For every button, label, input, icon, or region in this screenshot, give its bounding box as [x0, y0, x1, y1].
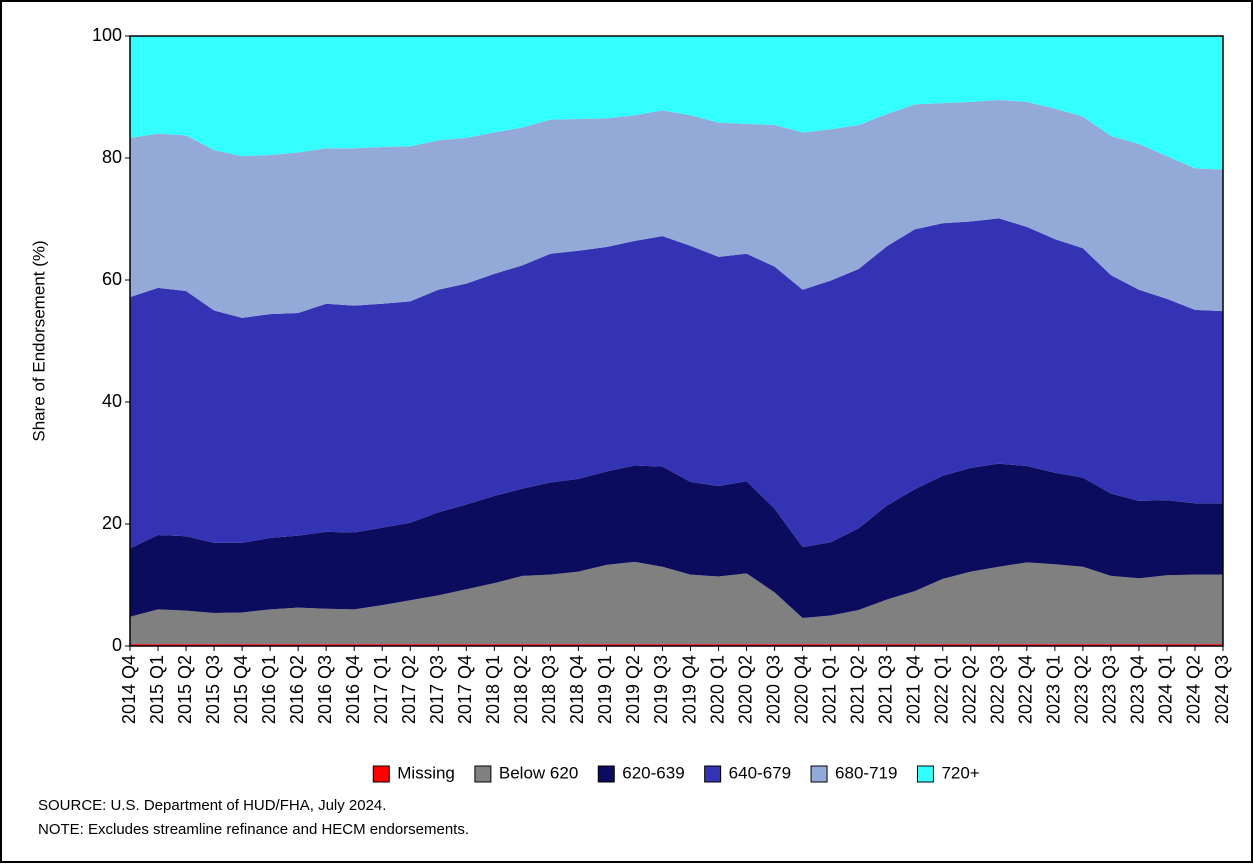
- x-tick-label: 2015 Q2: [175, 655, 195, 724]
- x-tick-label: 2023 Q1: [1044, 655, 1064, 724]
- legend-label: 720+: [941, 763, 979, 782]
- x-tick-label: 2019 Q1: [595, 655, 615, 724]
- y-tick-label: 20: [102, 513, 122, 533]
- x-tick-label: 2020 Q4: [791, 655, 811, 724]
- area: [130, 561, 1223, 645]
- legend-label: Missing: [397, 763, 455, 782]
- x-tick-label: 2020 Q2: [735, 655, 755, 724]
- legend-swatch: [810, 765, 828, 783]
- x-tick-label: 2017 Q2: [399, 655, 419, 724]
- legend-swatch: [704, 765, 722, 783]
- x-tick-label: 2019 Q2: [623, 655, 643, 724]
- source: SOURCE: U.S. Department of HUD/FHA, July…: [38, 797, 386, 814]
- x-tick-label: 2024 Q2: [1184, 655, 1204, 724]
- area: [130, 36, 1223, 170]
- legend-label: Below 620: [499, 763, 578, 782]
- x-tick-label: 2021 Q2: [847, 655, 867, 724]
- legend-item: Below 620: [474, 763, 578, 783]
- legend-swatch: [372, 765, 390, 783]
- x-tick-label: 2024 Q1: [1156, 655, 1176, 724]
- x-tick-label: 2015 Q4: [231, 655, 251, 724]
- legend-label: 620-639: [622, 763, 684, 782]
- x-tick-label: 2021 Q3: [875, 655, 895, 724]
- x-tick-label: 2014 Q4: [119, 655, 139, 724]
- x-tick-label: 2016 Q1: [259, 655, 279, 724]
- x-tick-label: 2016 Q4: [343, 655, 363, 724]
- x-tick-label: 2022 Q1: [931, 655, 951, 724]
- y-tick-label: 40: [102, 391, 122, 411]
- x-tick-label: 2023 Q3: [1100, 655, 1120, 724]
- legend-item: 640-679: [704, 763, 791, 783]
- legend-label: 640-679: [729, 763, 791, 782]
- plot-border: [129, 35, 1224, 647]
- x-tick-label: 2016 Q3: [315, 655, 335, 724]
- x-tick-label: 2018 Q1: [483, 655, 503, 724]
- area: [130, 218, 1223, 549]
- x-tick-label: 2020 Q3: [763, 655, 783, 724]
- x-tick-label: 2017 Q4: [455, 655, 475, 724]
- area: [130, 463, 1223, 618]
- legend-swatch: [597, 765, 615, 783]
- x-tick-label: 2015 Q1: [147, 655, 167, 724]
- legend-item: 720+: [916, 763, 980, 783]
- x-tick-label: 2018 Q4: [567, 655, 587, 724]
- y-axis-label: Share of Endorsement (%): [29, 240, 48, 441]
- y-tick-label: 60: [102, 269, 122, 289]
- x-tick-label: 2018 Q2: [511, 655, 531, 724]
- x-tick-label: 2024 Q3: [1212, 655, 1232, 724]
- x-tick-label: 2021 Q4: [903, 655, 923, 724]
- y-tick-label: 0: [112, 635, 122, 655]
- legend-item: 620-639: [597, 763, 685, 783]
- x-tick-label: 2019 Q4: [679, 655, 699, 724]
- x-tick-label: 2015 Q3: [203, 655, 223, 724]
- x-tick-label: 2020 Q1: [707, 655, 727, 724]
- area: [130, 100, 1223, 318]
- legend-label: 680-719: [835, 763, 897, 782]
- x-tick-label: 2019 Q3: [651, 655, 671, 724]
- y-tick-label: 80: [102, 147, 122, 167]
- x-tick-label: 2023 Q2: [1072, 655, 1092, 724]
- note: NOTE: Excludes streamline refinance and …: [38, 821, 469, 838]
- x-tick-label: 2022 Q4: [1016, 655, 1036, 724]
- legend-item: 680-719: [810, 763, 897, 783]
- x-tick-label: 2023 Q4: [1128, 655, 1148, 724]
- legend-swatch: [916, 765, 934, 783]
- x-tick-label: 2016 Q2: [287, 655, 307, 724]
- x-tick-label: 2018 Q3: [539, 655, 559, 724]
- x-tick-label: 2017 Q1: [371, 655, 391, 724]
- y-tick-label: 100: [92, 25, 122, 45]
- legend-item: Missing: [372, 763, 455, 783]
- x-tick-label: 2022 Q2: [960, 655, 980, 724]
- legend-swatch: [474, 765, 492, 783]
- x-tick-label: 2022 Q3: [988, 655, 1008, 724]
- x-tick-label: 2021 Q1: [819, 655, 839, 724]
- x-tick-label: 2017 Q3: [427, 655, 447, 724]
